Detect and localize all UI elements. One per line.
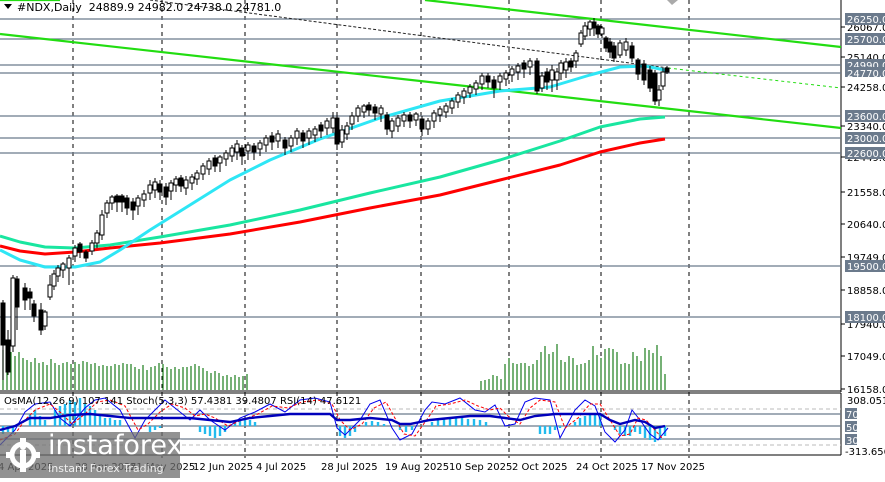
level-label: 18100.0 [847, 313, 885, 324]
indicator-axis: 308.051 70 50 30 -313.656 [845, 396, 885, 458]
chart-title: #NDX,Daily 24889.9 24982.0 24738.0 24781… [4, 1, 281, 14]
price-tick: 18858.0 [847, 286, 885, 297]
price-tick: 21558.0 [847, 188, 885, 199]
symbol-label: #NDX,Daily [17, 1, 82, 14]
date-label: 19 Aug 2025 [385, 462, 449, 473]
level-label: 19500.0 [847, 262, 885, 273]
level-50: 50 [846, 423, 859, 434]
price-tick: 19749.0 [847, 253, 885, 264]
ma-mid-line [0, 115, 666, 250]
level-label: 25700.0 [847, 35, 885, 46]
level-label: 23000.0 [847, 134, 885, 145]
watermark-logo: instaforex Instant Forex Trading [0, 430, 183, 478]
scroll-marker-icon [667, 0, 678, 5]
price-tick: 17049.0 [847, 352, 885, 363]
price-tick: 16158.0 [847, 385, 885, 396]
dropdown-triangle-icon[interactable] [4, 4, 12, 9]
level-label: 24770.0 [847, 69, 885, 80]
date-label: 2 Oct 2025 [512, 462, 567, 473]
volume-bars [2, 344, 666, 390]
price-tick: 25140.0 [847, 53, 885, 64]
ma-fast-line [0, 64, 666, 269]
date-label: 24 Oct 2025 [576, 462, 638, 473]
indicator-label: OsMA(12,26,9) 107.141 Stoch(5,3,3) 57.43… [4, 396, 362, 407]
date-label: 28 Jul 2025 [321, 462, 378, 473]
watermark-brand: instaforex [48, 430, 183, 461]
level-label: 22600.0 [847, 149, 885, 160]
ma-slow-line [0, 137, 666, 256]
price-tick: 23340.0 [847, 122, 885, 133]
indicator-max: 308.051 [847, 396, 885, 407]
level-70: 70 [846, 410, 859, 421]
indicator-min: -313.656 [845, 447, 885, 458]
date-label: 4 Jul 2025 [256, 462, 306, 473]
level-label: 24990.0 [847, 61, 885, 72]
level-label: 26250.0 [847, 15, 885, 26]
date-label: 17 Nov 2025 [641, 462, 705, 473]
price-tick: 20640.0 [847, 220, 885, 231]
moving-averages [0, 64, 666, 269]
ohlc-values: 24889.9 24982.0 24738.0 24781.0 [88, 1, 282, 14]
price-tick: 26067.0 [847, 23, 885, 34]
level-label: 23600.0 [847, 112, 885, 123]
price-tick: 24258.0 [847, 83, 885, 94]
level-labels: 26250.0 25700.0 24990.0 24770.0 23600.0 … [845, 13, 885, 324]
watermark-tagline: Instant Forex Trading [48, 462, 164, 475]
date-label: 10 Sep 2025 [449, 462, 512, 473]
date-label: 12 Jun 2025 [193, 462, 253, 473]
rsi-line [0, 412, 666, 432]
gear-logo-icon [6, 438, 40, 472]
candlesticks [0, 18, 670, 380]
level-lines [0, 18, 841, 318]
trend-lines [0, 0, 842, 130]
level-30: 30 [846, 436, 859, 447]
price-tick: 17940.0 [847, 320, 885, 331]
trend-line-dashed [149, 0, 669, 69]
